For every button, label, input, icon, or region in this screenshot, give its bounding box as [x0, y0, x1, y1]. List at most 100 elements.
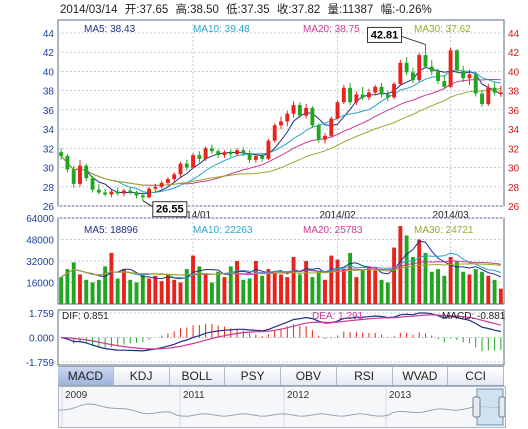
tab-macd[interactable]: MACD	[58, 367, 114, 385]
price-y-tick-right: 40	[508, 67, 520, 78]
price-candle	[272, 125, 277, 141]
volume-bar	[65, 269, 70, 304]
navigator-year-label: 2011	[183, 390, 205, 401]
price-candle	[310, 107, 315, 126]
volume-y-tick: 32000	[26, 257, 54, 268]
price-candle	[360, 94, 365, 98]
price-y-tick-right: 42	[508, 48, 520, 59]
navigator-left-handle	[472, 396, 481, 418]
price-candle	[448, 50, 453, 87]
tab-cci[interactable]: CCI	[448, 367, 504, 385]
price-candle	[398, 62, 403, 84]
volume-bar	[184, 269, 189, 304]
price-legend-ma10: MA10: 39.48	[193, 24, 250, 35]
volume-legend-ma5: MA5: 18896	[84, 225, 138, 236]
price-candle	[442, 81, 447, 87]
price-candle	[423, 55, 428, 67]
price-candle	[323, 135, 327, 140]
price-candle	[454, 50, 459, 71]
volume-ma5-line	[60, 240, 502, 280]
volume-bar	[285, 277, 290, 304]
volume-bar	[492, 279, 497, 304]
tab-psy[interactable]: PSY	[225, 367, 281, 385]
navigator-overview-line	[59, 403, 505, 417]
volume-bar	[109, 252, 114, 304]
volume-bar	[436, 269, 440, 304]
price-y-tick-left: 38	[43, 87, 55, 98]
volume-bar	[241, 279, 246, 304]
volume-bar	[122, 269, 126, 304]
tab-boll[interactable]: BOLL	[170, 367, 226, 385]
tab-kdj[interactable]: KDJ	[114, 367, 170, 385]
volume-bar	[71, 262, 76, 304]
low-annotation-label: 26.55	[156, 204, 184, 216]
volume-bar	[316, 271, 321, 304]
volume-y-tick: 48000	[26, 236, 54, 247]
price-candle	[134, 192, 139, 196]
price-candle	[90, 178, 95, 190]
volume-bar	[147, 278, 152, 304]
price-panel-frame	[57, 19, 505, 207]
price-candle	[159, 182, 164, 187]
quote-open: 开:37.65	[124, 4, 169, 16]
price-candle	[140, 195, 145, 198]
tab-wvad[interactable]: WVAD	[393, 367, 449, 385]
price-candle	[115, 191, 120, 194]
volume-bar	[480, 271, 484, 304]
price-candle	[492, 87, 497, 93]
volume-bar	[335, 259, 340, 304]
price-candle	[379, 86, 384, 95]
high-annotation-box	[366, 26, 402, 43]
volume-bar	[323, 279, 327, 304]
volume-bar	[423, 252, 428, 304]
stock-chart[interactable]: 26 26 28 28 30 30 32 32 34 34 36 36 38 38 40 40 42 42 44 44…	[0, 0, 528, 366]
volume-bar	[442, 275, 447, 304]
volume-bar	[392, 247, 397, 304]
price-legend-ma30: MA30: 37.62	[414, 24, 471, 35]
tab-rsi[interactable]: RSI	[337, 367, 393, 385]
price-candle	[260, 156, 265, 159]
price-candle	[103, 192, 108, 195]
volume-bar	[348, 252, 353, 304]
navigator-right-handle	[498, 396, 505, 418]
price-candle	[341, 87, 346, 103]
high-annotation-label: 42.81	[371, 29, 399, 41]
price-candle	[247, 153, 252, 160]
price-y-tick-left: 36	[43, 106, 55, 117]
volume-bar	[385, 282, 390, 304]
time-navigator[interactable]: 2009 2011 2012 2013	[58, 386, 506, 428]
low-annotation-box	[152, 201, 188, 218]
volume-bar	[404, 235, 409, 304]
volume-bar	[253, 261, 258, 304]
volume-ma10-line	[60, 252, 502, 279]
volume-bar	[128, 279, 133, 304]
price-ma10-line	[60, 69, 501, 194]
volume-bar	[153, 275, 158, 304]
volume-bar	[247, 278, 252, 304]
price-candle	[348, 87, 353, 103]
price-x-tick: 2014/02	[319, 210, 356, 221]
volume-bar	[115, 278, 120, 304]
volume-legend-ma20: MA20: 25783	[303, 225, 363, 236]
macd-y-tick: 1.759	[29, 309, 54, 320]
price-candle	[128, 190, 133, 193]
price-y-tick-left: 30	[43, 164, 55, 175]
tab-obv[interactable]: OBV	[281, 367, 337, 385]
price-candle	[285, 113, 290, 122]
price-y-tick-left: 26	[43, 202, 55, 213]
price-candle	[266, 140, 271, 159]
price-y-tick-right: 28	[508, 183, 520, 194]
price-candle	[297, 105, 302, 116]
price-candle	[253, 156, 258, 160]
volume-bar	[134, 282, 139, 304]
price-candle	[147, 188, 152, 198]
volume-bar	[379, 279, 384, 304]
navigator-overview: 2009 2011 2012 2013	[59, 387, 505, 427]
price-candle	[122, 190, 126, 194]
price-candle	[59, 152, 64, 157]
volume-bar	[291, 256, 296, 304]
quote-low: 低:37.35	[226, 4, 270, 16]
price-candle	[366, 92, 371, 98]
volume-bar	[354, 277, 359, 304]
volume-bar	[304, 261, 309, 304]
